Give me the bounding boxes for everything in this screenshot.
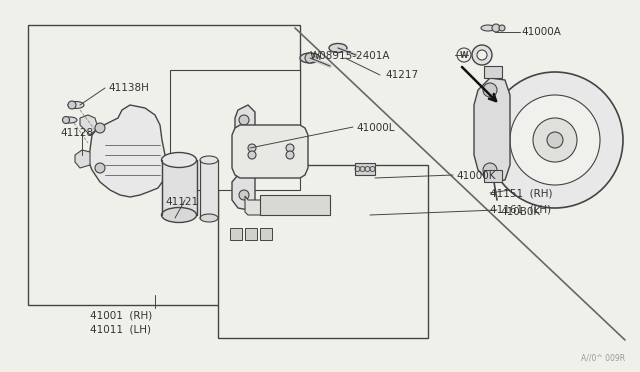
Ellipse shape <box>68 102 84 109</box>
Text: 410B0K: 410B0K <box>500 207 540 217</box>
Circle shape <box>533 118 577 162</box>
Text: 41000L: 41000L <box>356 123 394 133</box>
Polygon shape <box>474 78 510 182</box>
Text: A//0^ 009R: A//0^ 009R <box>581 353 625 362</box>
Circle shape <box>68 101 76 109</box>
Text: W08915-2401A: W08915-2401A <box>310 51 390 61</box>
Ellipse shape <box>200 156 218 164</box>
Circle shape <box>510 95 600 185</box>
Circle shape <box>239 190 249 200</box>
Text: 41161  (LH): 41161 (LH) <box>490 205 551 215</box>
Bar <box>355 163 375 175</box>
Text: 41121: 41121 <box>165 197 198 207</box>
Ellipse shape <box>161 208 196 222</box>
Circle shape <box>499 25 505 31</box>
Circle shape <box>305 53 315 63</box>
Circle shape <box>248 144 256 152</box>
Bar <box>170 70 300 190</box>
Text: 41000A: 41000A <box>521 27 561 37</box>
Polygon shape <box>245 228 257 240</box>
Circle shape <box>483 83 497 97</box>
Polygon shape <box>88 105 168 197</box>
Ellipse shape <box>200 214 218 222</box>
Circle shape <box>483 163 497 177</box>
Ellipse shape <box>329 44 347 52</box>
Circle shape <box>248 151 256 159</box>
Polygon shape <box>260 228 272 240</box>
Text: 41217: 41217 <box>385 70 418 80</box>
Ellipse shape <box>300 53 320 63</box>
Circle shape <box>95 123 105 133</box>
Bar <box>218 165 428 338</box>
Ellipse shape <box>161 153 196 167</box>
Circle shape <box>487 72 623 208</box>
Circle shape <box>547 132 563 148</box>
Circle shape <box>63 116 70 124</box>
Bar <box>28 25 300 305</box>
Bar <box>162 160 197 215</box>
Text: 41138H: 41138H <box>108 83 149 93</box>
Circle shape <box>95 163 105 173</box>
Bar <box>484 170 502 182</box>
Polygon shape <box>75 150 90 168</box>
Polygon shape <box>230 228 242 240</box>
Text: 41011  (LH): 41011 (LH) <box>90 325 151 335</box>
Text: 41001  (RH): 41001 (RH) <box>90 311 152 321</box>
Text: 41151  (RH): 41151 (RH) <box>490 188 552 198</box>
Text: 41128: 41128 <box>60 128 93 138</box>
Bar <box>484 66 502 78</box>
Bar <box>235 148 253 175</box>
Text: W: W <box>460 51 468 60</box>
Polygon shape <box>232 125 308 178</box>
Polygon shape <box>232 172 255 210</box>
Circle shape <box>286 144 294 152</box>
Circle shape <box>286 151 294 159</box>
Polygon shape <box>80 115 98 135</box>
Ellipse shape <box>63 117 77 123</box>
Polygon shape <box>245 196 298 215</box>
Circle shape <box>477 50 487 60</box>
Circle shape <box>239 115 249 125</box>
Circle shape <box>457 48 471 62</box>
Polygon shape <box>235 105 255 152</box>
Circle shape <box>472 45 492 65</box>
Bar <box>200 160 218 218</box>
Bar <box>260 195 330 215</box>
Text: 41000K: 41000K <box>456 171 495 181</box>
Circle shape <box>492 24 500 32</box>
Ellipse shape <box>481 25 495 31</box>
